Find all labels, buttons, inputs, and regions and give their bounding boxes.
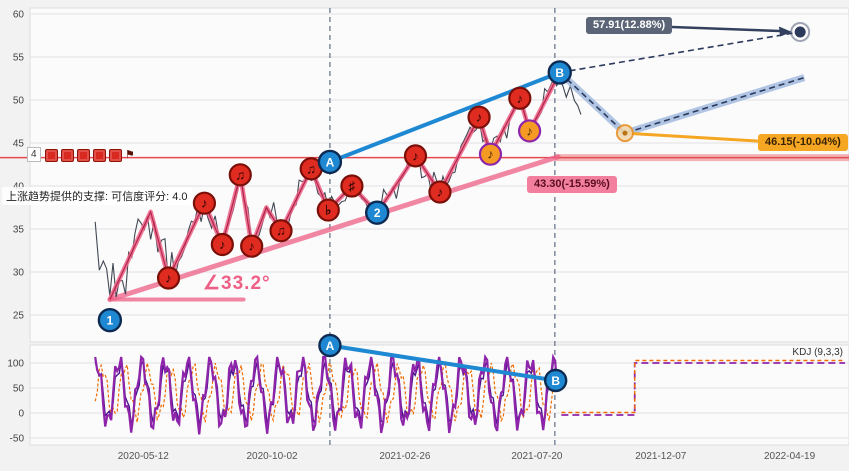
kdj-marker-A[interactable]	[318, 333, 342, 358]
x-axis-label: 2022-04-19	[764, 451, 816, 462]
wave-marker-B-text: B	[555, 66, 564, 80]
wave-marker-red-glyph: ♪	[165, 271, 172, 286]
kdj-d-line	[94, 360, 558, 423]
projection-dashed-low	[559, 71, 805, 135]
x-axis-label: 2021-07-20	[511, 451, 563, 462]
wave-marker-red-glyph: ♪	[412, 148, 419, 163]
kdj-y-axis-label: -50	[10, 434, 25, 445]
wave-marker-red[interactable]	[403, 144, 428, 168]
wave-marker-2[interactable]	[364, 200, 390, 225]
wave-marker-red-glyph: ♪	[437, 185, 444, 200]
y-axis-label: 35	[13, 225, 25, 236]
angle-label: ∠33.2°	[203, 273, 271, 294]
wave-marker-1[interactable]	[97, 307, 123, 333]
kdj-j-line	[94, 353, 559, 435]
wave-marker-orange-glyph: ♪	[487, 147, 494, 162]
y-axis-label: 60	[13, 10, 25, 21]
x-axis-label: 2020-10-02	[246, 451, 298, 462]
trendline	[107, 154, 561, 303]
wave-marker-red-glyph: ♫	[276, 223, 286, 238]
wave-marker-red[interactable]	[269, 219, 293, 243]
red-box-icon[interactable]	[45, 149, 58, 162]
wave-marker-A[interactable]	[317, 149, 343, 175]
wave-marker-orange[interactable]	[478, 142, 503, 166]
y-axis-label: 50	[13, 96, 25, 107]
wave-marker-red-glyph: ♪	[517, 91, 524, 106]
flag-icon: ⚑	[125, 149, 135, 161]
wave-marker-red[interactable]	[316, 198, 340, 222]
wave-marker-red[interactable]	[428, 180, 452, 204]
support-note: 上涨趋势提供的支撑: 可信度评分: 4.0	[2, 187, 192, 205]
support-badge[interactable]: 43.30(-15.59%)	[527, 176, 617, 193]
y-axis-label: 25	[13, 311, 25, 322]
kdj-indicator-label: KDJ (9,3,3)	[792, 347, 843, 358]
y-axis-label: 45	[13, 139, 25, 150]
wave-marker-red-glyph: ♯	[349, 179, 356, 194]
projection-dashed-up	[559, 31, 801, 74]
target-arrowhead	[779, 26, 792, 37]
x-axis-label: 2020-05-12	[118, 451, 170, 462]
wave-marker-orange[interactable]	[517, 119, 542, 143]
target-circle	[794, 26, 806, 38]
wave-marker-orange-glyph: ♪	[526, 123, 533, 138]
y-axis-label: 30	[13, 268, 25, 279]
red-box-icon[interactable]	[77, 149, 90, 162]
wave-marker-red-glyph: ♫	[235, 167, 245, 182]
wave-marker-red[interactable]	[340, 174, 364, 198]
wave-marker-red[interactable]	[210, 232, 234, 257]
wave-marker-red-glyph: ♫	[306, 161, 316, 176]
wave-marker-1-text: 1	[107, 314, 114, 328]
wave-marker-red-glyph: ♪	[219, 237, 226, 252]
kdj-marker-B-text: B	[551, 374, 560, 388]
wave-marker-red[interactable]	[228, 163, 252, 187]
wave-marker-red[interactable]	[467, 105, 491, 129]
kdj-y-axis-label: 100	[7, 359, 24, 370]
kdj-marker-A-text: A	[326, 339, 335, 353]
wave-marker-A-text: A	[326, 155, 335, 169]
target-arrow-line	[671, 25, 781, 33]
event-icon-row[interactable]: ⚑	[45, 149, 135, 162]
target-ring	[790, 21, 811, 42]
x-axis-label: 2021-02-26	[379, 451, 431, 462]
wave-marker-red-glyph: ♪	[201, 196, 208, 211]
mid-target-dot	[622, 130, 628, 136]
wave-marker-red[interactable]	[156, 266, 181, 290]
wave-marker-red[interactable]	[192, 191, 217, 215]
kdj-y-axis-label: 0	[18, 409, 24, 420]
wave-marker-2-text: 2	[374, 206, 381, 220]
wave-marker-red-glyph: ♭	[325, 203, 331, 218]
target-mid-badge[interactable]: 46.15(-10.04%)	[758, 134, 848, 151]
mid-target-line	[624, 131, 762, 143]
y-axis-label: 55	[13, 53, 25, 64]
x-axis-label: 2021-12-07	[635, 451, 687, 462]
main-panel	[29, 7, 849, 343]
red-box-icon[interactable]	[109, 149, 122, 162]
red-box-icon[interactable]	[61, 149, 74, 162]
target-up-badge[interactable]: 57.91(12.88%)	[586, 17, 673, 34]
wave-marker-red-glyph: ♪	[248, 239, 255, 254]
wave-marker-red-glyph: ♪	[476, 110, 483, 125]
kdj-y-axis-label: 50	[13, 384, 25, 395]
kdj-flat-purple	[561, 362, 845, 416]
axis-chip: 4	[27, 147, 41, 162]
wave-marker-red[interactable]	[240, 234, 264, 258]
red-box-icon[interactable]	[93, 149, 106, 162]
kdj-ab-line	[327, 343, 558, 383]
kdj-marker-B[interactable]	[543, 368, 568, 393]
wave-marker-B[interactable]	[547, 60, 572, 85]
wave-marker-red[interactable]	[508, 86, 532, 110]
kdj-flat-orange	[561, 359, 845, 414]
